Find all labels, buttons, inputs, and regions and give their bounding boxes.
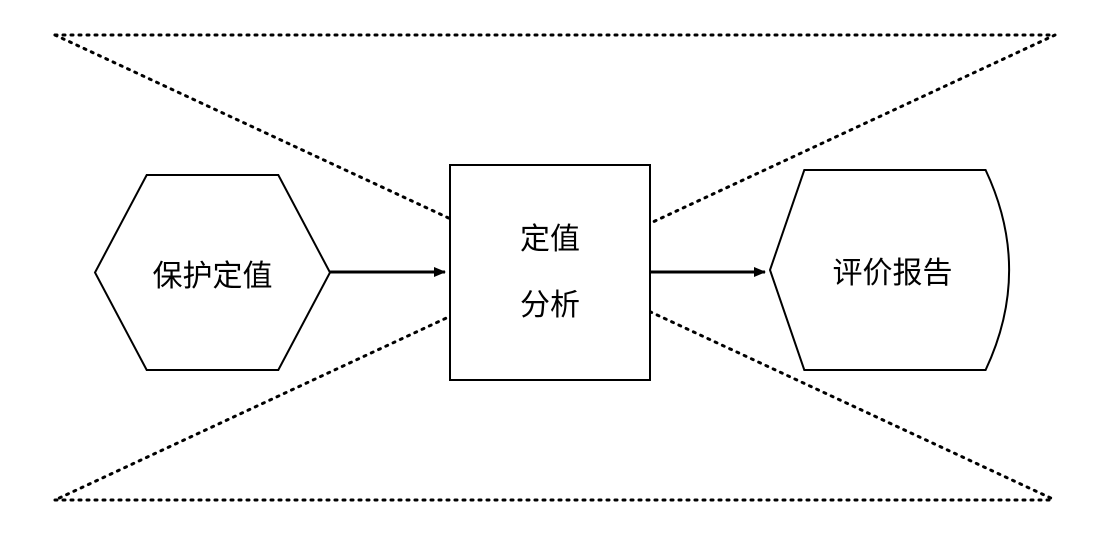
flowchart-diagram xyxy=(0,0,1104,541)
